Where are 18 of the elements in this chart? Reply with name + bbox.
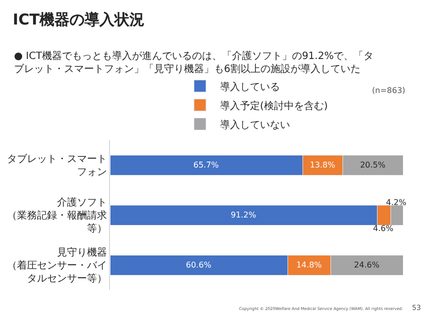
data-label: 20.5% xyxy=(360,160,386,170)
data-label: 60.6% xyxy=(186,260,212,270)
data-label: 14.8% xyxy=(296,260,322,270)
legend-label: 導入していない xyxy=(220,118,290,131)
data-label: 4.6% xyxy=(373,224,394,233)
data-label: 65.7% xyxy=(193,160,220,170)
y-tick-label: 介護ソフト（業務記録・報酬請求等） xyxy=(7,196,107,234)
chart-title: ICT機器の導入状況 xyxy=(12,10,145,28)
y-tick-label: 見守り機器（着圧センサー・バイタルセンサー等） xyxy=(7,246,107,284)
y-tick-label: タブレット・スマートフォン xyxy=(7,153,107,178)
data-label: 91.2% xyxy=(230,210,257,220)
legend-label: 導入している xyxy=(220,80,280,93)
data-label: 4.2% xyxy=(386,198,407,207)
legend-label: 導入予定(検討中を含む) xyxy=(220,100,328,112)
text: (n=863) xyxy=(372,86,406,95)
data-label: 24.6% xyxy=(354,260,380,270)
data-label: 13.8% xyxy=(310,160,336,170)
chart-subtitle: ● ICT機器でもっとも導入が進んでいるのは、「介護ソフト」の91.2%で、「タブレット・スマートフォン」「見守り機器」も6割以上の施設が導入していた xyxy=(14,50,374,75)
